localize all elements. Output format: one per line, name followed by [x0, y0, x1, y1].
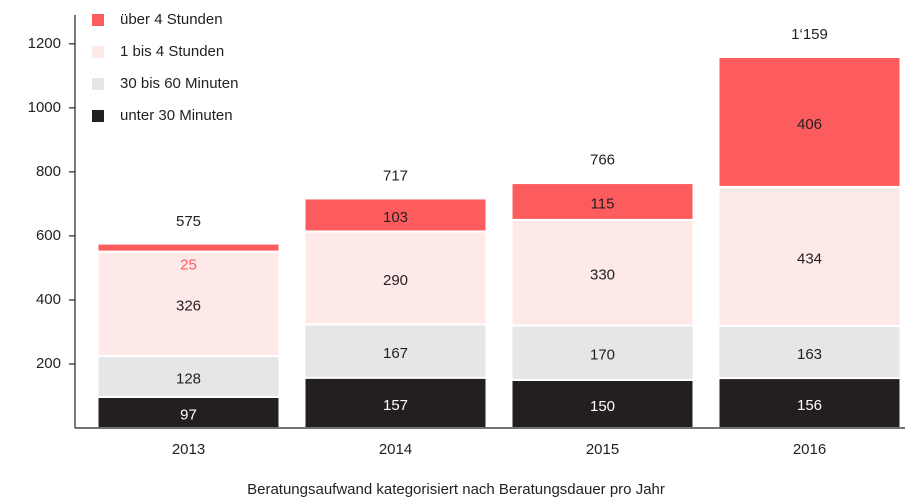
- data-label: 170: [590, 347, 615, 364]
- legend-swatch: [92, 78, 104, 90]
- bar-segment: [96, 354, 281, 398]
- bar-segment: [96, 250, 281, 357]
- bar-segment: [510, 182, 695, 221]
- legend-swatch: [92, 110, 104, 122]
- data-label: 156: [797, 397, 822, 414]
- x-tick-label: 2015: [586, 441, 619, 458]
- data-label: 434: [797, 250, 822, 267]
- data-label: 167: [383, 345, 408, 362]
- legend-label: über 4 Stunden: [120, 11, 223, 28]
- x-tick-label: 2016: [793, 441, 826, 458]
- data-label: 150: [590, 398, 615, 415]
- total-label: 717: [383, 167, 408, 184]
- total-label: 575: [176, 213, 201, 230]
- chart-caption: Beratungsaufwand kategorisiert nach Bera…: [247, 481, 665, 498]
- x-tick-label: 2013: [172, 441, 205, 458]
- total-label: 766: [590, 152, 615, 169]
- y-tick-label: 200: [36, 355, 61, 372]
- data-label: 97: [180, 406, 197, 423]
- y-tick-label: 1200: [28, 35, 61, 52]
- legend-label: 30 bis 60 Minuten: [120, 75, 238, 92]
- data-label: 330: [590, 267, 615, 284]
- y-tick-label: 1000: [28, 99, 61, 116]
- legend-swatch: [92, 14, 104, 26]
- bar-segment: [303, 197, 488, 233]
- total-label: 1‘159: [791, 26, 828, 43]
- data-label: 128: [176, 370, 201, 387]
- data-label: 115: [591, 195, 615, 212]
- bar-segment: [96, 242, 281, 253]
- y-tick-label: 600: [36, 227, 61, 244]
- data-label: 406: [797, 116, 822, 133]
- bar-segment: [303, 230, 488, 326]
- data-label: 157: [383, 397, 408, 414]
- legend-swatch: [92, 46, 104, 58]
- data-label: 326: [176, 298, 201, 315]
- data-label: 163: [797, 346, 822, 363]
- y-tick-label: 800: [36, 163, 61, 180]
- bar-segment: [717, 185, 902, 327]
- bar-segment: [303, 323, 488, 379]
- data-label: 290: [383, 272, 408, 289]
- x-tick-label: 2014: [379, 441, 412, 458]
- bar-segment: [510, 218, 695, 327]
- legend-label: unter 30 Minuten: [120, 107, 233, 124]
- y-tick-label: 400: [36, 291, 61, 308]
- bar-segment: [717, 324, 902, 380]
- bar-segment: [717, 55, 902, 188]
- bar-segment: [510, 378, 695, 429]
- data-label: 25: [180, 257, 197, 274]
- data-label: 103: [383, 209, 408, 226]
- legend-label: 1 bis 4 Stunden: [120, 43, 224, 60]
